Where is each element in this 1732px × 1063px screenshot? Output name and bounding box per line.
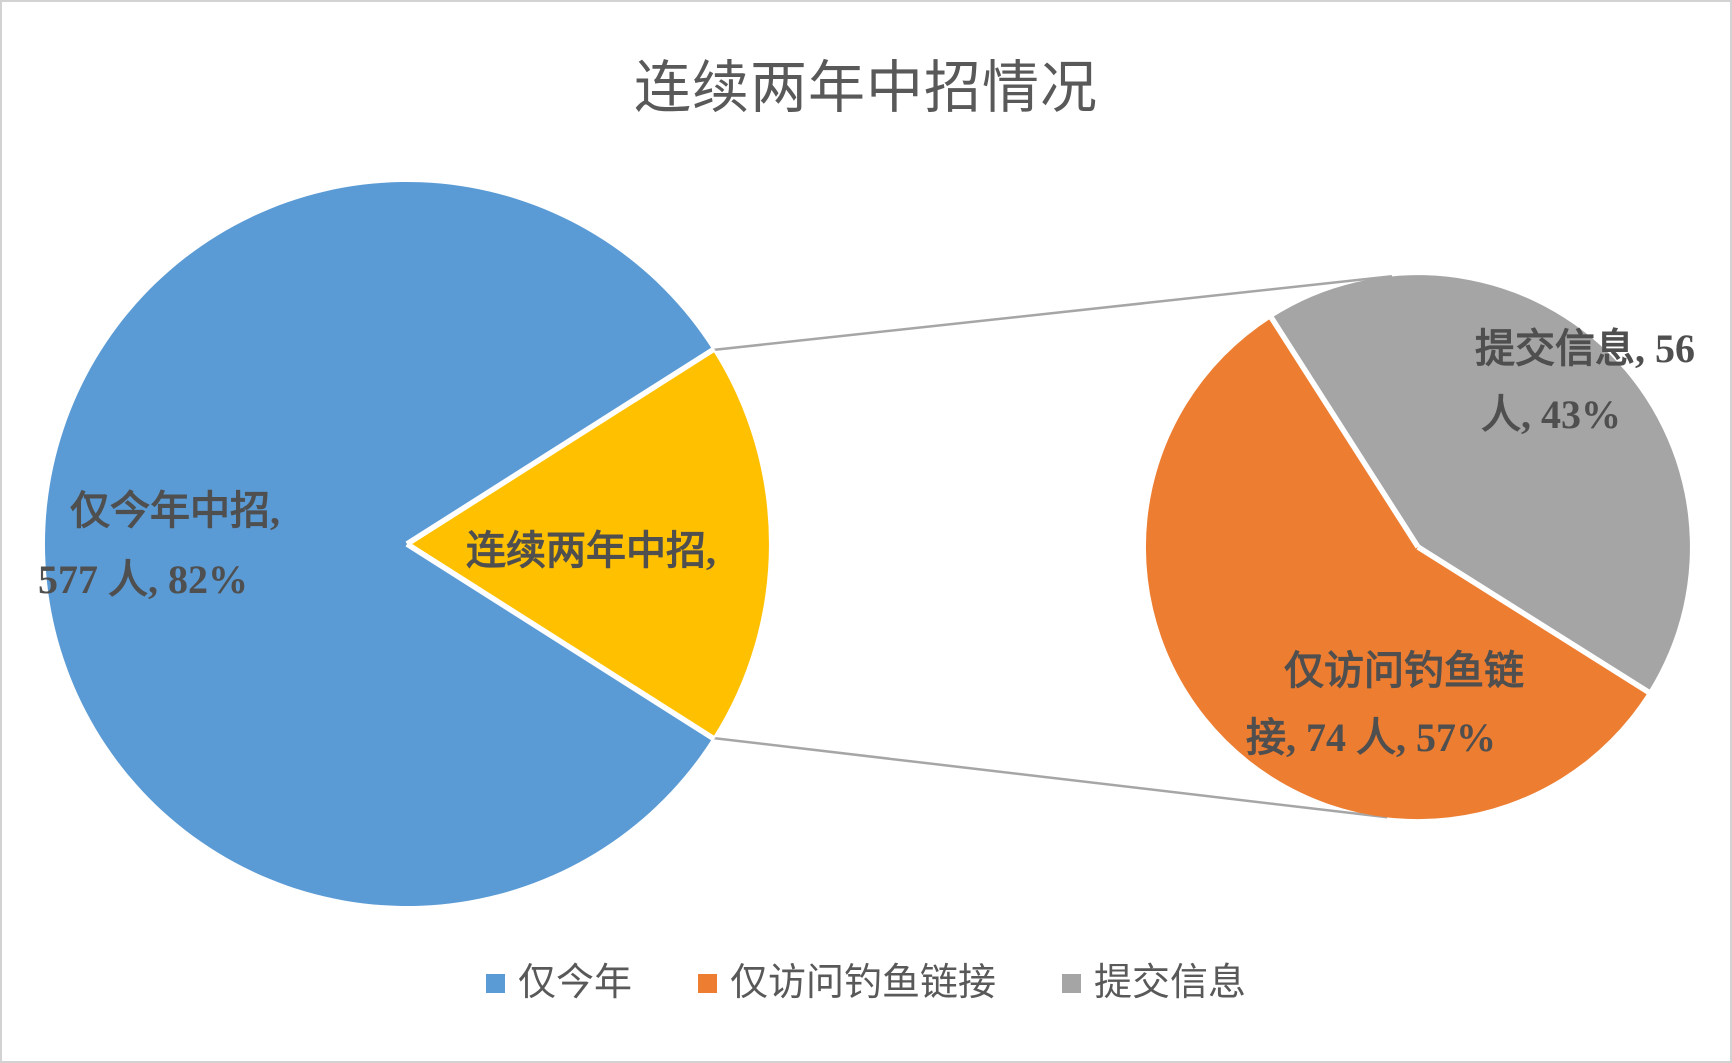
- primary-slice-label-line2: 577 人, 82%: [38, 557, 248, 602]
- legend-swatch-blue: [485, 973, 505, 993]
- connector-line-top: [712, 275, 1393, 352]
- legend-label: 提交信息: [1094, 962, 1247, 1004]
- chart-legend: 仅今年 仅访问钓鱼链接 提交信息: [2, 964, 1730, 1002]
- legend-item-submitted-info: 提交信息: [1062, 964, 1246, 1002]
- legend-label: 仅今年: [517, 962, 632, 1004]
- chart-title: 连续两年中招情况: [634, 56, 1098, 120]
- legend-swatch-orange: [697, 973, 717, 993]
- secondary-gray-label-line1: 提交信息, 56: [1475, 326, 1695, 371]
- secondary-orange-label-line1: 仅访问钓鱼链: [1284, 648, 1524, 693]
- slice-gap-line: [405, 346, 716, 547]
- legend-item-only-this-year: 仅今年: [485, 962, 632, 1004]
- slice-gap-line: [1268, 314, 1421, 549]
- slice-gap-line: [1416, 544, 1652, 696]
- primary-slice-label-line1: 仅今年中招,: [70, 488, 280, 533]
- slice-submitted-info: [1271, 275, 1690, 692]
- slice-two-years-in-a-row: [407, 350, 769, 738]
- slice-gap-line: [405, 541, 716, 742]
- secondary-orange-label-line2: 接, 74 人, 57%: [1246, 715, 1496, 760]
- legend-swatch-gray: [1062, 973, 1081, 993]
- primary-other-slice-label: 连续两年中招,: [466, 528, 716, 573]
- connector-line-bottom: [712, 736, 1388, 819]
- slice-only-this-year: [44, 182, 713, 907]
- legend-item-visited-phishing-link: 仅访问钓鱼链接: [697, 962, 996, 1004]
- legend-label: 仅访问钓鱼链接: [729, 962, 996, 1004]
- slice-visited-phishing-link: [1145, 317, 1649, 820]
- secondary-gray-label-line2: 人, 43%: [1481, 392, 1621, 437]
